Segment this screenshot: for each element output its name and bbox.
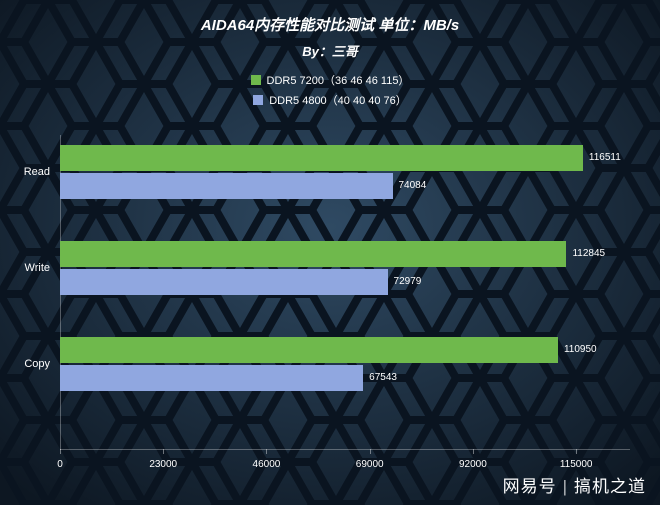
- chart-container: AIDA64内存性能对比测试 单位：MB/s By：三哥 DDR5 7200（3…: [0, 0, 660, 505]
- bar-value-label: 72979: [394, 269, 422, 295]
- x-tick-label: 46000: [253, 459, 281, 470]
- x-tick: [163, 449, 164, 454]
- legend: DDR5 7200（36 46 46 115） DDR5 4800（40 40 …: [0, 72, 660, 108]
- x-tick: [473, 449, 474, 454]
- legend-item: DDR5 7200（36 46 46 115）: [251, 72, 410, 88]
- x-tick-label: 0: [57, 459, 63, 470]
- bar: 72979: [60, 269, 388, 295]
- watermark-right: 搞机之道: [574, 477, 646, 496]
- bar: 116511: [60, 145, 583, 171]
- category-label: Copy: [24, 358, 50, 370]
- legend-item: DDR5 4800（40 40 40 76）: [253, 92, 407, 108]
- watermark-left: 网易号: [503, 477, 557, 496]
- x-tick-label: 115000: [560, 459, 593, 470]
- bar-value-label: 110950: [564, 337, 597, 363]
- bar: 67543: [60, 365, 363, 391]
- legend-swatch: [251, 75, 261, 85]
- x-axis: [60, 449, 630, 450]
- legend-swatch: [253, 95, 263, 105]
- x-tick-label: 92000: [459, 459, 487, 470]
- watermark-sep: |: [563, 477, 568, 496]
- bar-value-label: 112845: [572, 241, 605, 267]
- bar-value-label: 74084: [399, 173, 427, 199]
- watermark: 网易号 | 搞机之道: [503, 472, 646, 497]
- plot-area: Read11651174084Write11284572979Copy11095…: [60, 135, 630, 450]
- x-tick: [576, 449, 577, 454]
- legend-label: DDR5 7200（36 46 46 115）: [267, 72, 410, 88]
- x-tick: [370, 449, 371, 454]
- bar: 74084: [60, 173, 393, 199]
- x-tick-label: 23000: [149, 459, 177, 470]
- bar-value-label: 67543: [369, 365, 397, 391]
- chart-title: AIDA64内存性能对比测试 单位：MB/s: [0, 0, 660, 35]
- bar: 112845: [60, 241, 566, 267]
- x-tick: [60, 449, 61, 454]
- x-tick-label: 69000: [356, 459, 384, 470]
- x-tick: [266, 449, 267, 454]
- chart-subtitle: By：三哥: [0, 41, 660, 60]
- legend-label: DDR5 4800（40 40 40 76）: [269, 92, 407, 108]
- bar-value-label: 116511: [589, 145, 621, 171]
- bar: 110950: [60, 337, 558, 363]
- category-label: Write: [25, 262, 50, 274]
- category-label: Read: [24, 166, 50, 178]
